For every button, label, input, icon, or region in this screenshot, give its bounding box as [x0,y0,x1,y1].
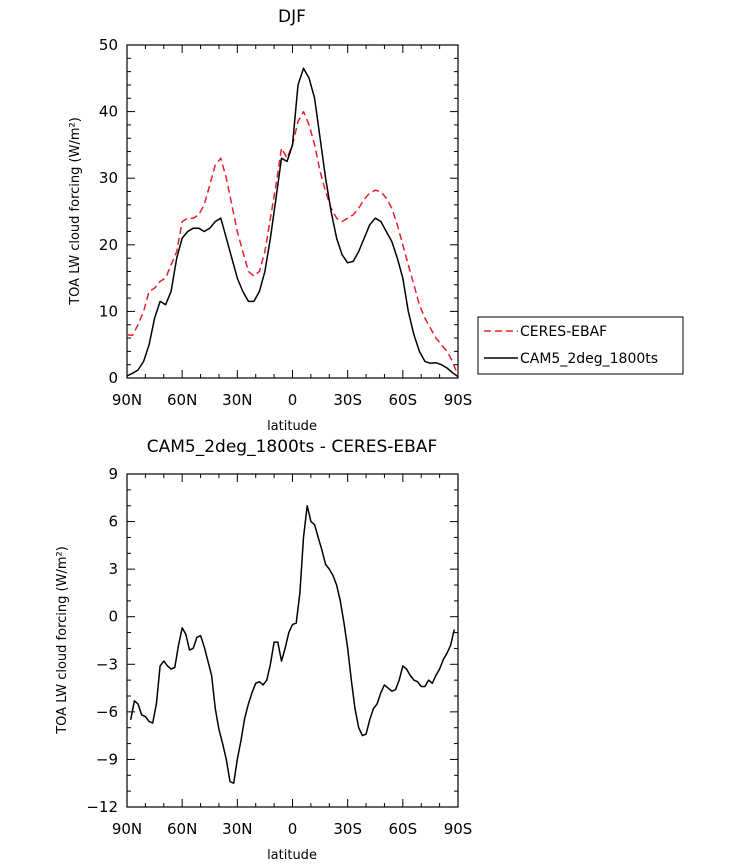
top-y-axis-label: TOA LW cloud forcing (W/m²) [68,117,83,306]
top-y-tick-label: 30 [99,169,118,187]
top-y-tick-label: 50 [99,36,118,54]
bottom-y-tick-label: −9 [96,750,118,768]
bottom-panel: CAM5_2deg_1800ts - CERES-EBAF 90N 60N 30N 0… [55,437,472,863]
top-x-tick-label: 30S [333,391,362,409]
top-y-tick-label: 10 [99,302,118,320]
legend-box [477,316,684,375]
bottom-y-axis-label: TOA LW cloud forcing (W/m²) [55,546,70,735]
bottom-x-tick-label: 30N [222,820,252,838]
bottom-y-tick-label: 0 [108,608,118,626]
legend-label-cam5: CAM5_2deg_1800ts [520,351,658,367]
legend-label-ceres: CERES-EBAF [520,324,607,340]
bottom-x-tick-label: 30S [333,820,362,838]
top-chart-title: DJF [278,7,306,27]
bottom-y-tick-label: 9 [108,465,118,483]
top-x-tick-label: 90S [444,391,473,409]
top-y-tick-label: 20 [99,236,118,254]
bottom-y-tick-label: 6 [108,513,118,531]
bottom-x-tick-label: 0 [288,820,298,838]
top-x-tick-label: 30N [222,391,252,409]
bottom-x-tick-label: 60N [167,820,197,838]
bottom-x-tick-label: 60S [389,820,418,838]
bottom-x-tick-label: 90N [112,820,142,838]
legend: CERES-EBAF CAM5_2deg_1800ts [477,316,684,375]
top-y-tick-label: 40 [99,103,118,121]
bottom-ticks: 90N 60N 30N 0 30S 60S 90S −12 −9 −6 −3 0 3 6 9 [86,465,472,838]
bottom-y-tick-label: −3 [96,655,118,673]
top-ticks: 90N 60N 30N 0 30S 60S 90S 0 10 20 30 40 50 [99,36,472,409]
top-x-tick-label: 60S [389,391,418,409]
bottom-chart-title: CAM5_2deg_1800ts - CERES-EBAF [147,437,437,457]
top-x-tick-label: 60N [167,391,197,409]
bottom-x-tick-label: 90S [444,820,473,838]
top-x-axis-label: latitude [267,419,317,434]
top-plot-frame [126,44,459,379]
top-panel: DJF 90N 60N 30N 0 30S 60S 90S 0 10 20 30 40 50 latit… [68,7,472,434]
top-y-tick-label: 0 [108,369,118,387]
bottom-y-tick-label: 3 [108,560,118,578]
top-series-line-ceres-ebaf [126,110,459,377]
top-series-lines [126,67,459,378]
top-x-tick-label: 90N [112,391,142,409]
bottom-plot-frame [126,473,459,808]
bottom-x-axis-label: latitude [267,848,317,863]
top-series-line-cam5-2deg-1800ts [126,67,459,378]
bottom-y-tick-label: −6 [96,703,118,721]
bottom-series-lines [129,504,456,784]
bottom-series-line-cam5-2deg-1800ts-ceres-ebaf [129,504,456,784]
top-x-tick-label: 0 [288,391,298,409]
bottom-y-tick-label: −12 [86,798,118,816]
